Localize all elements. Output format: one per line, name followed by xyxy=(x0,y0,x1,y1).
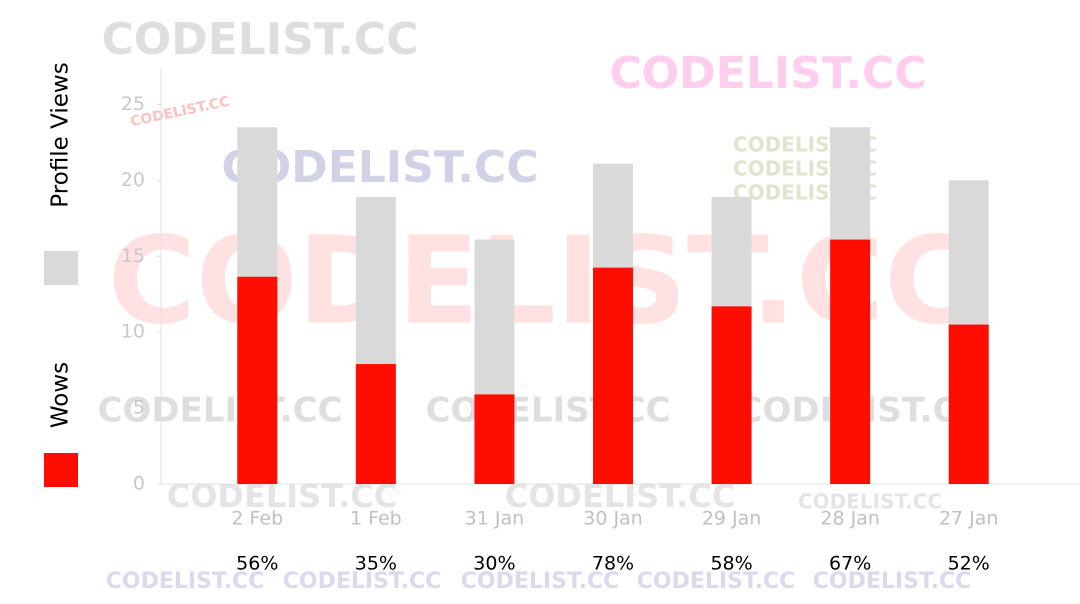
percentage-label: 78% xyxy=(592,553,634,575)
watermark: CODELIST.CC xyxy=(283,569,442,594)
percentage-label: 56% xyxy=(236,553,278,575)
watermark: CODELIST.CC xyxy=(798,490,942,514)
percentage-label: 35% xyxy=(355,553,397,575)
y-tick-label: 10 xyxy=(121,321,145,343)
percentage-label: 58% xyxy=(710,553,752,575)
watermark: CODELIST.CC xyxy=(98,391,343,431)
legend-label: Profile Views xyxy=(48,62,74,207)
legend-label: Wows xyxy=(48,362,74,428)
y-tick-label: 20 xyxy=(121,169,145,191)
percentage-label: 67% xyxy=(829,553,871,575)
legend-swatch xyxy=(44,453,78,487)
y-tick-label: 5 xyxy=(133,397,145,419)
watermark: CODELIST.CC xyxy=(609,48,926,99)
bar xyxy=(830,239,871,484)
x-tick-label: 29 Jan xyxy=(702,508,762,530)
percentage-label: 52% xyxy=(948,553,990,575)
watermark: CODELIST.CC xyxy=(106,569,265,594)
watermark: CODELIST.CC xyxy=(637,569,796,594)
x-tick-label: 2 Feb xyxy=(231,508,283,530)
watermark: CODELIST.CC xyxy=(426,391,671,431)
bar xyxy=(355,364,396,484)
x-tick-label: 1 Feb xyxy=(350,508,402,530)
percentage-label: 30% xyxy=(473,553,515,575)
bar xyxy=(237,276,278,484)
legend-swatch xyxy=(44,251,78,285)
x-tick-label: 28 Jan xyxy=(820,508,880,530)
bar xyxy=(711,306,752,484)
x-tick-label: 27 Jan xyxy=(939,508,999,530)
watermark: CODELIST.CC xyxy=(461,569,620,594)
bar xyxy=(474,394,515,484)
y-tick-label: 25 xyxy=(121,93,145,115)
watermark: CODELIST.CC xyxy=(813,569,972,594)
bar xyxy=(593,267,633,484)
watermark: CODELIST.CC xyxy=(101,14,418,65)
x-tick-label: 31 Jan xyxy=(465,508,525,530)
bar xyxy=(948,324,989,484)
y-tick-label: 0 xyxy=(133,473,145,495)
x-tick-label: 30 Jan xyxy=(583,508,643,530)
y-tick-label: 15 xyxy=(121,245,145,267)
